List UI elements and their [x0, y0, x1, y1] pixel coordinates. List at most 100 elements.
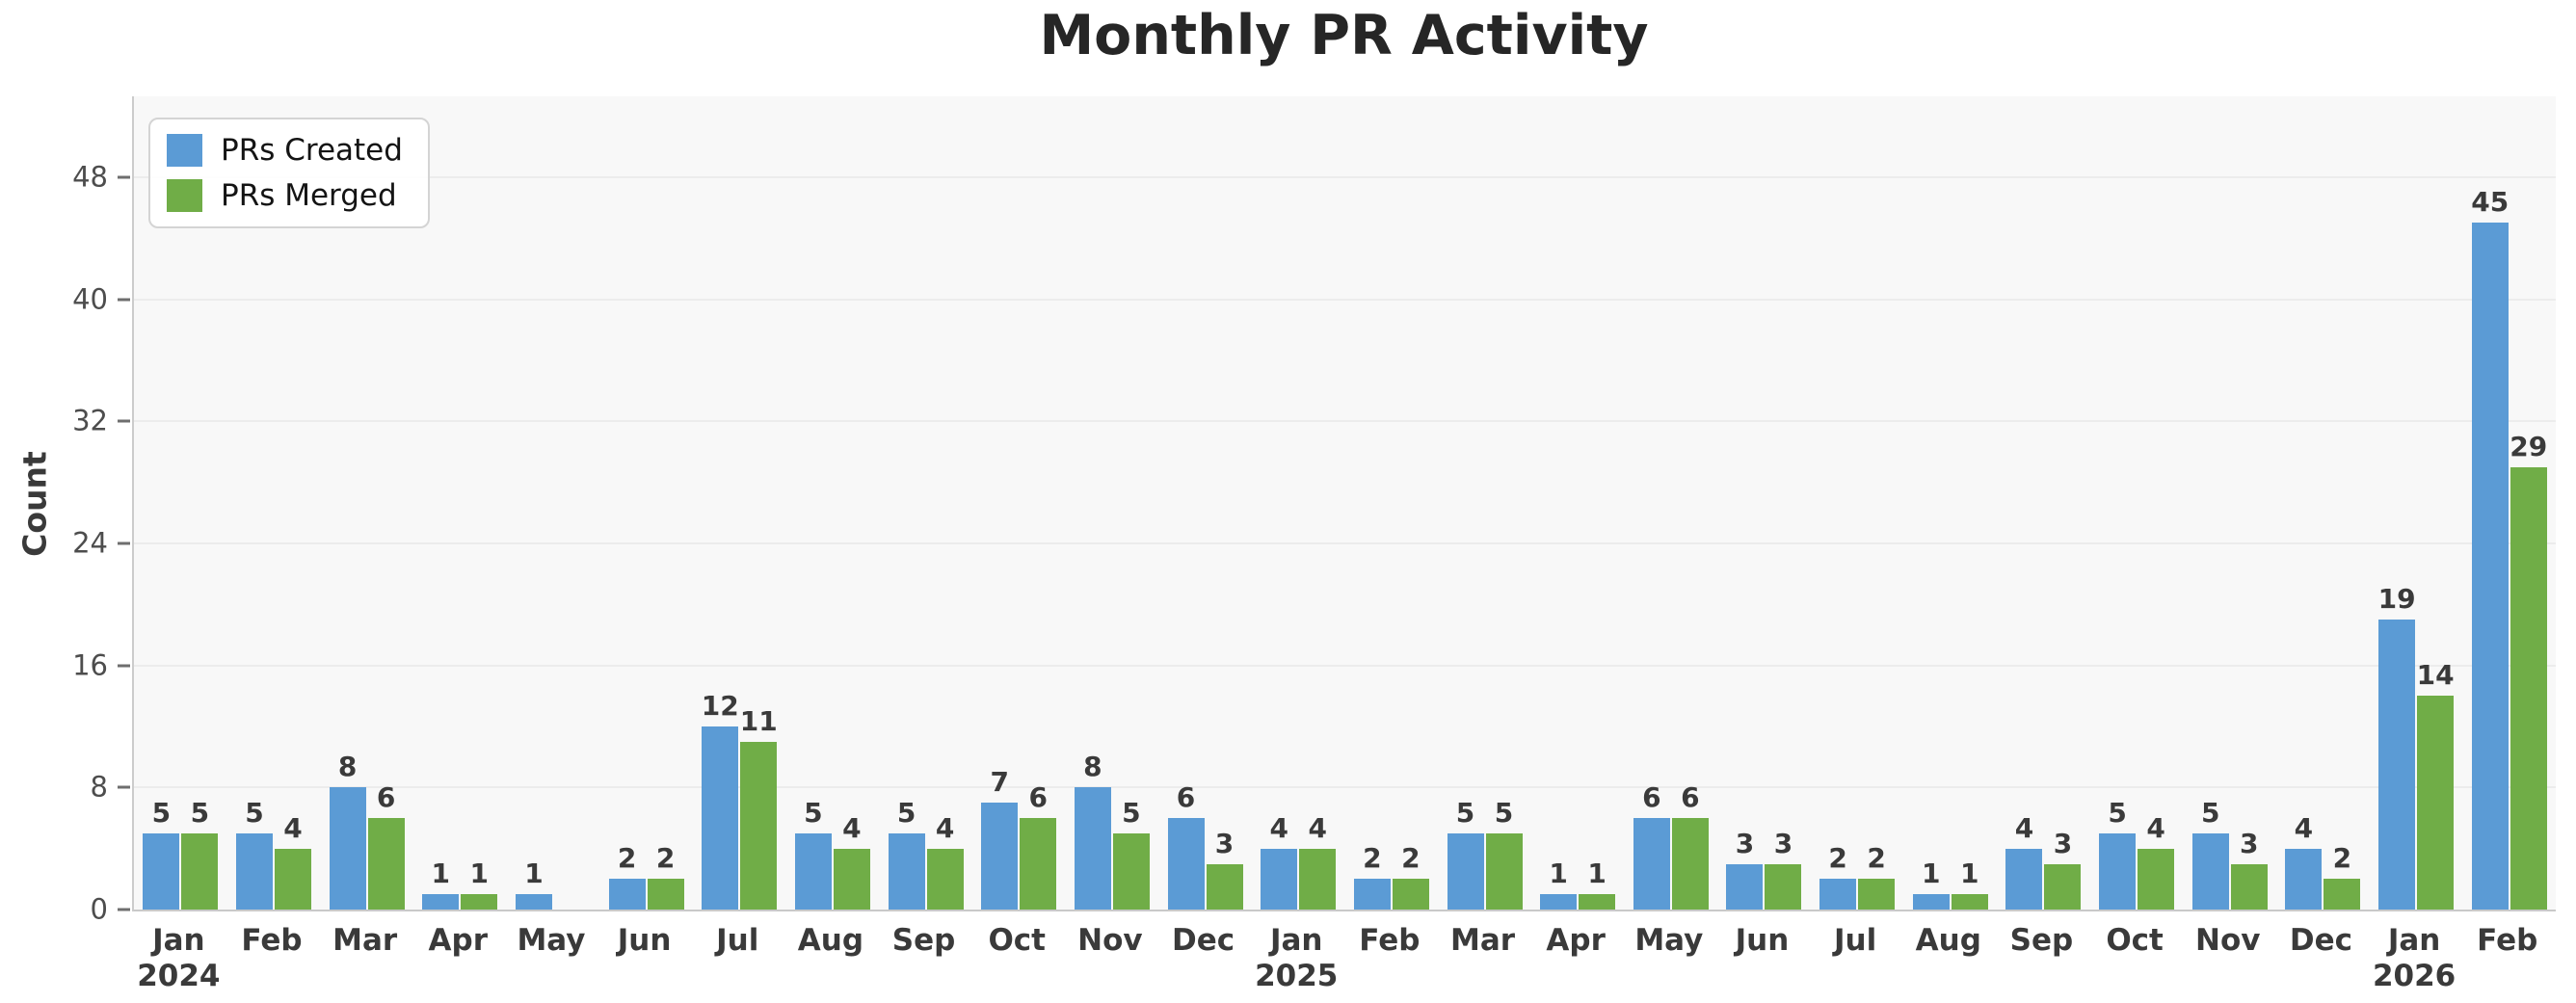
- bar-value-label: 4: [2294, 811, 2314, 844]
- legend-label: PRs Created: [221, 132, 403, 168]
- x-tick-month: Sep: [2009, 923, 2074, 958]
- legend-swatch-merged: [167, 179, 202, 212]
- bar-created: [794, 832, 832, 910]
- bar-created: [1074, 787, 1111, 910]
- plot-area: 5 5 5 4 8 6 1 1 1 2 2 12 11 5 4 5 4 7 6 8 5 6 3 4 4 2 2 5 5 1 1 6 6 3 3 2 2 1…: [132, 96, 2556, 911]
- bar-merged: [1485, 832, 1523, 910]
- bar-merged: [181, 832, 219, 910]
- bar-slot-created: 5: [1447, 96, 1484, 910]
- x-tick-label: Sep: [877, 923, 970, 994]
- legend: PRs Created PRs Merged: [148, 118, 430, 228]
- bar-created: [1261, 848, 1298, 910]
- y-tick-label: 16: [72, 648, 108, 682]
- x-tick-label: Jun: [598, 923, 691, 994]
- bar-slot-merged: 6: [1671, 96, 1709, 910]
- legend-swatch-created: [167, 134, 202, 167]
- bar-merged: [1020, 818, 1057, 910]
- bar-slot-created: 2: [608, 96, 646, 910]
- x-tick-year: 2024: [137, 959, 221, 994]
- bar-created: [235, 832, 273, 910]
- bar-value-label: 5: [2108, 796, 2127, 829]
- x-tick-label: Apr: [412, 923, 505, 994]
- x-tick-label: Feb: [226, 923, 319, 994]
- x-tick-month: Oct: [988, 923, 1047, 958]
- bar-value-label: 2: [1867, 842, 1886, 875]
- bar-slot-merged: 2: [2324, 96, 2361, 910]
- gridline: [134, 175, 2556, 178]
- bar-created: [2191, 832, 2229, 910]
- bar-created: [143, 832, 180, 910]
- bar-value-label: 1: [1960, 858, 1979, 890]
- x-tick-label: Jul: [1809, 923, 1902, 994]
- bar-slot-merged: 1: [461, 96, 498, 910]
- bar-created: [1726, 863, 1764, 910]
- bar-value-label: 3: [2053, 827, 2073, 859]
- x-tick-month: Jul: [1834, 923, 1877, 958]
- bar-value-label: 19: [2377, 583, 2416, 616]
- bar-value-label: 3: [1735, 827, 1755, 859]
- x-tick-label: Nov: [1064, 923, 1157, 994]
- x-tick-label: Jan 2026: [2368, 923, 2461, 994]
- x-tick-month: Feb: [1359, 923, 1421, 958]
- bar-slot-created: 1: [515, 96, 552, 910]
- bar-merged: [367, 818, 405, 910]
- bar-value-label: 1: [469, 858, 490, 890]
- x-tick-month: Nov: [1077, 923, 1143, 958]
- bar-merged: [1671, 818, 1709, 910]
- y-tick-mark: [118, 785, 130, 789]
- y-tick-label: 48: [72, 160, 108, 194]
- bar-value-label: 1: [1587, 858, 1607, 890]
- x-tick-year: 2026: [2372, 959, 2456, 994]
- bar-value-label: 5: [1494, 796, 1514, 829]
- y-tick-label: 8: [90, 770, 108, 804]
- bar-value-label: 6: [1642, 781, 1661, 813]
- x-tick-month: Aug: [797, 923, 864, 958]
- bar-slot-created: 5: [235, 96, 273, 910]
- bar-slot-created: 1: [1912, 96, 1950, 910]
- bar-merged: [2230, 863, 2268, 910]
- x-axis-labels: Jan 2024 Feb Mar Apr May Jun Jul Aug Sep Oct Nov Dec…: [132, 923, 2554, 994]
- bar-slot-created: 5: [794, 96, 832, 910]
- bar-created: [2471, 223, 2509, 910]
- bar-merged: [740, 741, 778, 910]
- x-tick-month: Jan: [152, 923, 205, 958]
- x-tick-month: Apr: [428, 923, 489, 958]
- chart-title: Monthly PR Activity: [1039, 4, 1649, 67]
- bar-created: [515, 894, 552, 910]
- legend-item-merged: PRs Merged: [167, 179, 403, 212]
- bar-value-label: 2: [1828, 842, 1847, 875]
- bar-value-label: 6: [376, 781, 396, 813]
- x-tick-month: Jan: [1269, 923, 1323, 958]
- bar-merged: [2510, 466, 2547, 910]
- bar-value-label: 1: [1922, 858, 1941, 890]
- bar-slot-created: 5: [143, 96, 180, 910]
- bar-merged: [2324, 879, 2361, 910]
- bar-slot-merged: 4: [1299, 96, 1337, 910]
- bar-value-label: 11: [739, 704, 778, 737]
- bar-value-label: 45: [2471, 186, 2510, 219]
- bar-merged: [274, 848, 311, 910]
- x-tick-label: Sep: [1995, 923, 2088, 994]
- bar-created: [1819, 879, 1857, 910]
- x-tick-month: May: [1634, 923, 1704, 958]
- bar-slot-merged: 6: [1020, 96, 1057, 910]
- y-tick: 32: [72, 407, 130, 436]
- bar-slot-created: 5: [888, 96, 925, 910]
- bar-value-label: 2: [655, 842, 676, 875]
- gridline: [134, 420, 2556, 423]
- bars-layer: 5 5 5 4 8 6 1 1 1 2 2 12 11 5 4 5 4 7 6 8 5 6 3 4 4 2 2 5 5 1 1 6 6 3 3 2 2 1…: [134, 96, 2556, 910]
- y-tick-mark: [118, 908, 130, 911]
- x-tick-label: Dec: [2274, 923, 2368, 994]
- bar-merged: [1392, 879, 1429, 910]
- x-tick-label: Aug: [1901, 923, 1995, 994]
- bar-value-label: 14: [2416, 659, 2455, 692]
- bar-slot-created: 2: [1353, 96, 1391, 910]
- x-tick-label: Jun: [1715, 923, 1809, 994]
